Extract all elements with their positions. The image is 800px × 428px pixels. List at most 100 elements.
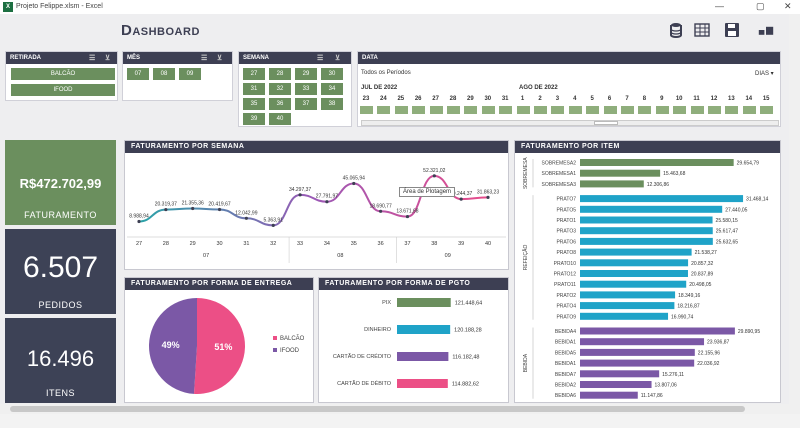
slicer-item-ifood[interactable]: IFOOD — [11, 84, 115, 96]
timeline-day-bar[interactable] — [429, 106, 443, 114]
table-icon[interactable] — [694, 22, 710, 38]
minimize-icon[interactable]: — — [715, 1, 724, 11]
item-category-label: BEBIDA1 — [555, 361, 576, 367]
timeline-day-bar[interactable] — [690, 106, 704, 114]
timeline-day-bar[interactable] — [760, 106, 774, 114]
timeline-day-bar[interactable] — [412, 106, 426, 114]
x-tick-label: 32 — [270, 241, 276, 247]
clear-filter-icon[interactable]: ⊻ — [335, 55, 341, 62]
x-tick-label: 30 — [216, 241, 222, 247]
item-category-label: PRATO10 — [554, 261, 577, 267]
item-bar — [580, 338, 705, 346]
item-category-label: PRATO7 — [556, 197, 576, 203]
timeline-day-bar[interactable] — [516, 106, 530, 114]
slicer-item-balcao[interactable]: BALCÃO — [11, 68, 115, 80]
timeline-day-bar[interactable] — [655, 106, 669, 114]
slicer-item-34[interactable]: 34 — [321, 83, 343, 95]
clear-filter-icon[interactable]: ⊻ — [217, 55, 223, 62]
timeline-day-bar[interactable] — [551, 106, 565, 114]
pgto-bar — [397, 379, 448, 388]
data-label: 20.419,67 — [208, 201, 230, 207]
timeline-day-bar[interactable] — [638, 106, 652, 114]
slicer-item-30[interactable]: 30 — [321, 68, 343, 80]
scroll-thumb[interactable] — [10, 406, 745, 412]
close-icon[interactable]: ✕ — [784, 1, 792, 11]
data-label: 18.690,77 — [369, 203, 391, 209]
timeline-day-label: 1 — [520, 96, 525, 102]
timeline-day-label: 26 — [414, 96, 422, 102]
timeline-day-bar[interactable] — [568, 106, 582, 114]
save-icon[interactable] — [724, 22, 740, 38]
slicer-item-28[interactable]: 28 — [269, 68, 291, 80]
layout-icon[interactable] — [758, 22, 774, 38]
slicer-item-27[interactable]: 27 — [243, 68, 265, 80]
item-bar — [580, 280, 687, 288]
timeline-day-bar[interactable] — [725, 106, 739, 114]
timeline-day-bar[interactable] — [481, 106, 495, 114]
timeline-day-bar[interactable] — [360, 106, 373, 114]
timeline-day-bar[interactable] — [534, 106, 547, 114]
timeline-day-label: 4 — [573, 96, 577, 102]
slicer-item-38[interactable]: 38 — [321, 98, 343, 110]
timeline-scrollbar[interactable] — [361, 120, 779, 126]
item-category-label: SOBREMESA1 — [542, 171, 577, 177]
maximize-icon[interactable]: ▢ — [756, 1, 765, 11]
timeline-day-bar[interactable] — [708, 106, 721, 114]
item-bar — [580, 270, 688, 277]
timeline-day-bar[interactable] — [586, 106, 600, 114]
timeline-scroll-thumb[interactable] — [594, 121, 618, 125]
item-category-label: BEBIDA5 — [555, 350, 576, 356]
multiselect-icon[interactable]: ☰ — [89, 55, 96, 62]
slicer-item-39[interactable]: 39 — [243, 113, 265, 125]
item-category-label: PRATO9 — [556, 314, 576, 320]
timeline-day-label: 6 — [607, 96, 612, 102]
slicer-item-32[interactable]: 32 — [269, 83, 291, 95]
item-value-label: 12.306,86 — [647, 182, 669, 188]
timeline-day-bar[interactable] — [499, 106, 513, 114]
slicer-item-31[interactable]: 31 — [243, 83, 265, 95]
slicer-item-35[interactable]: 35 — [243, 98, 265, 110]
item-value-label: 11.147,86 — [641, 393, 663, 399]
timeline-day-bar[interactable] — [377, 106, 391, 114]
timeline-day-label: 13 — [728, 96, 735, 102]
pgto-category-label: PIX — [382, 300, 391, 306]
multiselect-icon[interactable]: ☰ — [201, 55, 208, 62]
slicer-item-29[interactable]: 29 — [295, 68, 317, 80]
panel-forma-entrega: FATURAMENTO POR FORMA DE ENTREGA 51% BALC… — [124, 277, 314, 403]
timeline-unit-dropdown[interactable]: DIAS ▾ — [755, 71, 774, 77]
timeline-day-bar[interactable] — [464, 106, 478, 114]
item-value-label: 25.580,15 — [716, 218, 738, 224]
horizontal-scrollbar[interactable] — [0, 404, 800, 414]
item-category-label: PRATO11 — [554, 282, 576, 288]
kpi-faturamento-value: R$472.702,99 — [19, 176, 102, 191]
legend-label: IFOOD — [280, 348, 300, 354]
item-value-label: 29.654,79 — [737, 161, 759, 167]
timeline-day-bar[interactable] — [742, 106, 756, 114]
timeline-day-bar[interactable] — [673, 106, 687, 114]
slicer-item-08[interactable]: 08 — [153, 68, 175, 80]
clear-filter-icon[interactable]: ⊻ — [105, 55, 111, 62]
status-bar — [0, 414, 800, 428]
vertical-scrollbar[interactable] — [789, 14, 800, 404]
item-bar — [580, 195, 744, 203]
x-group-label: 07 — [203, 253, 209, 259]
item-bar — [580, 159, 734, 166]
timeline-day-bar[interactable] — [447, 106, 460, 114]
timeline-month-ago: AGO DE 2022 — [519, 85, 558, 91]
slicer-item-33[interactable]: 33 — [295, 83, 317, 95]
multiselect-icon[interactable]: ☰ — [317, 55, 324, 62]
slicer-item-36[interactable]: 36 — [269, 98, 291, 110]
slicer-item-09[interactable]: 09 — [179, 68, 201, 80]
timeline-day-bar[interactable] — [621, 106, 634, 114]
timeline-day-label: 9 — [660, 96, 664, 102]
timeline-day-bar[interactable] — [603, 106, 617, 114]
slicer-item-07[interactable]: 07 — [127, 68, 149, 80]
pgto-category-label: CARTÃO DE CRÉDITO — [333, 353, 392, 360]
database-icon[interactable] — [668, 22, 684, 38]
slicer-item-37[interactable]: 37 — [295, 98, 317, 110]
x-tick-label: 33 — [297, 241, 303, 247]
slicer-item-40[interactable]: 40 — [269, 113, 291, 125]
timeline-day-bar[interactable] — [394, 106, 408, 114]
kpi-itens-card: 16.496 ITENS — [5, 318, 116, 403]
kpi-faturamento-card: R$472.702,99 FATURAMENTO — [5, 140, 116, 225]
